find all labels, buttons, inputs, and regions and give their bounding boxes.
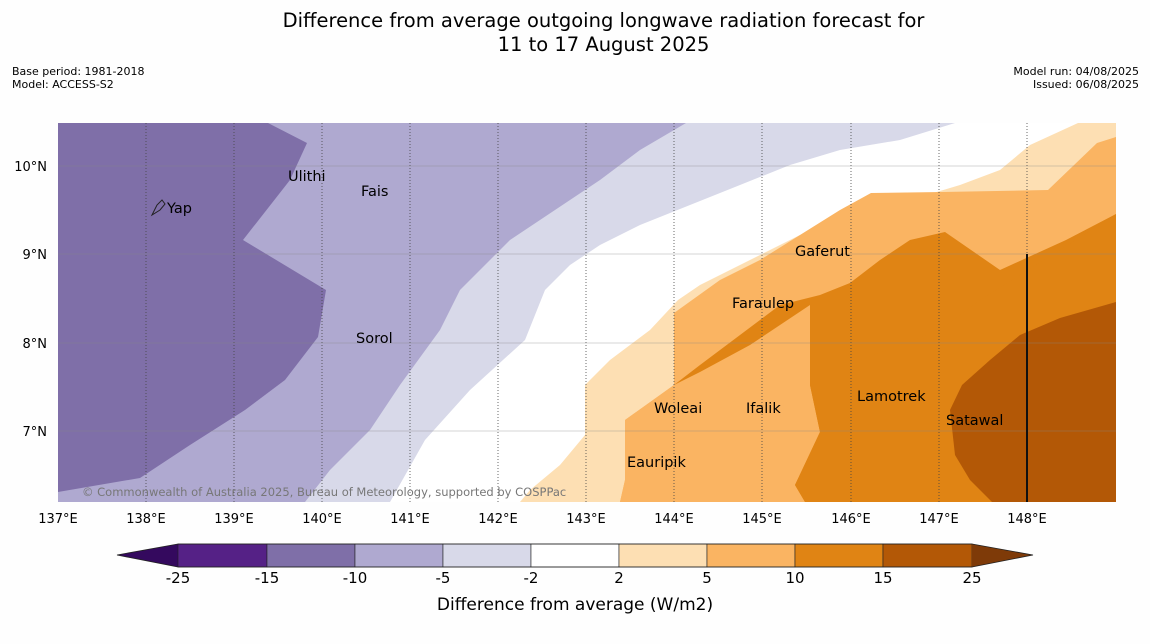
lat-label-9n: 9°N [23, 248, 48, 263]
contour-band-neg15-neg10 [58, 123, 326, 492]
colorbar-tick-labels: -25 -15 -10 -5 -2 2 5 10 15 25 [166, 569, 982, 587]
place-eauripik: Eauripik [627, 455, 686, 471]
colorbar-tick: -5 [436, 569, 451, 587]
colorbar-arrow-high [972, 544, 1033, 567]
latitude-tick-labels: 10°N 9°N 8°N 7°N [14, 160, 47, 440]
colorbar-arrow-low [117, 544, 178, 567]
meta-right: Model run: 04/08/2025 Issued: 06/08/2025 [1013, 65, 1139, 91]
base-period: Base period: 1981-2018 [12, 65, 145, 78]
lon-label-146e: 146°E [831, 512, 871, 527]
lon-label-147e: 147°E [919, 512, 959, 527]
colorbar-tick: -25 [166, 569, 191, 587]
lon-label-144e: 144°E [654, 512, 694, 527]
latitude-gridlines [58, 165, 1116, 432]
colorbar: -25 -15 -10 -5 -2 2 5 10 15 25 Differenc… [116, 543, 1034, 615]
place-ulithi: Ulithi [288, 169, 326, 185]
lon-label-142e: 142°E [478, 512, 518, 527]
lon-label-137e: 137°E [38, 512, 78, 527]
lon-label-143e: 143°E [566, 512, 606, 527]
copyright-notice: © Commonwealth of Australia 2025, Bureau… [82, 485, 566, 499]
contour-band-5-10-inner [620, 305, 820, 502]
colorbar-tick: 5 [702, 569, 712, 587]
meta-left: Base period: 1981-2018 Model: ACCESS-S2 [12, 65, 144, 91]
place-gaferut: Gaferut [795, 244, 850, 260]
place-faraulep: Faraulep [732, 296, 794, 312]
lat-label-10n: 10°N [14, 160, 47, 175]
lon-label-140e: 140°E [302, 512, 342, 527]
lon-label-145e: 145°E [742, 512, 782, 527]
colorbar-swatch [882, 543, 973, 568]
lon-label-148e: 148°E [1007, 512, 1047, 527]
chart-title: Difference from average outgoing longwav… [0, 9, 1150, 57]
colorbar-swatch [794, 543, 884, 568]
contour-band-15-25-core [950, 302, 1116, 502]
place-satawal: Satawal [946, 413, 1003, 429]
place-sorol: Sorol [356, 331, 393, 347]
place-ifalik: Ifalik [746, 401, 781, 417]
issued-date: Issued: 06/08/2025 [1032, 78, 1139, 91]
colorbar-swatch [706, 543, 796, 568]
colorbar-title: Difference from average (W/m2) [437, 595, 713, 615]
colorbar-tick: -10 [343, 569, 368, 587]
colorbar-swatch [266, 543, 356, 568]
colorbar-swatch [618, 543, 708, 568]
lat-label-8n: 8°N [23, 337, 48, 352]
colorbar-tick: 25 [962, 569, 981, 587]
longitude-tick-labels: 137°E 138°E 139°E 140°E 141°E 142°E 143°… [38, 512, 1047, 527]
place-woleai: Woleai [654, 401, 702, 417]
title-line-1: Difference from average outgoing longwav… [282, 9, 925, 32]
colorbar-tick: -2 [524, 569, 539, 587]
model-name: Model: ACCESS-S2 [12, 78, 114, 91]
colorbar-tick: 10 [785, 569, 804, 587]
title-line-2: 11 to 17 August 2025 [497, 33, 710, 56]
colorbar-tick: 2 [614, 569, 624, 587]
lat-label-7n: 7°N [23, 425, 48, 440]
place-fais: Fais [361, 184, 388, 200]
lon-label-138e: 138°E [126, 512, 166, 527]
place-labels: Yap Ulithi Fais Gaferut Faraulep Sorol W… [166, 169, 1003, 471]
colorbar-tick: 15 [873, 569, 892, 587]
colorbar-swatch [530, 543, 620, 568]
colorbar-tick: -15 [255, 569, 280, 587]
map-panel: © Commonwealth of Australia 2025, Bureau… [58, 123, 1116, 502]
colorbar-swatch [177, 543, 268, 568]
colorbar-outline [116, 543, 1034, 568]
lon-label-139e: 139°E [214, 512, 254, 527]
colorbar-swatch [354, 543, 444, 568]
yap-island-outline [150, 199, 166, 217]
lon-label-141e: 141°E [390, 512, 430, 527]
model-run: Model run: 04/08/2025 [1013, 65, 1139, 78]
place-yap: Yap [166, 201, 192, 217]
colorbar-swatch [442, 543, 532, 568]
place-lamotrek: Lamotrek [857, 389, 926, 405]
